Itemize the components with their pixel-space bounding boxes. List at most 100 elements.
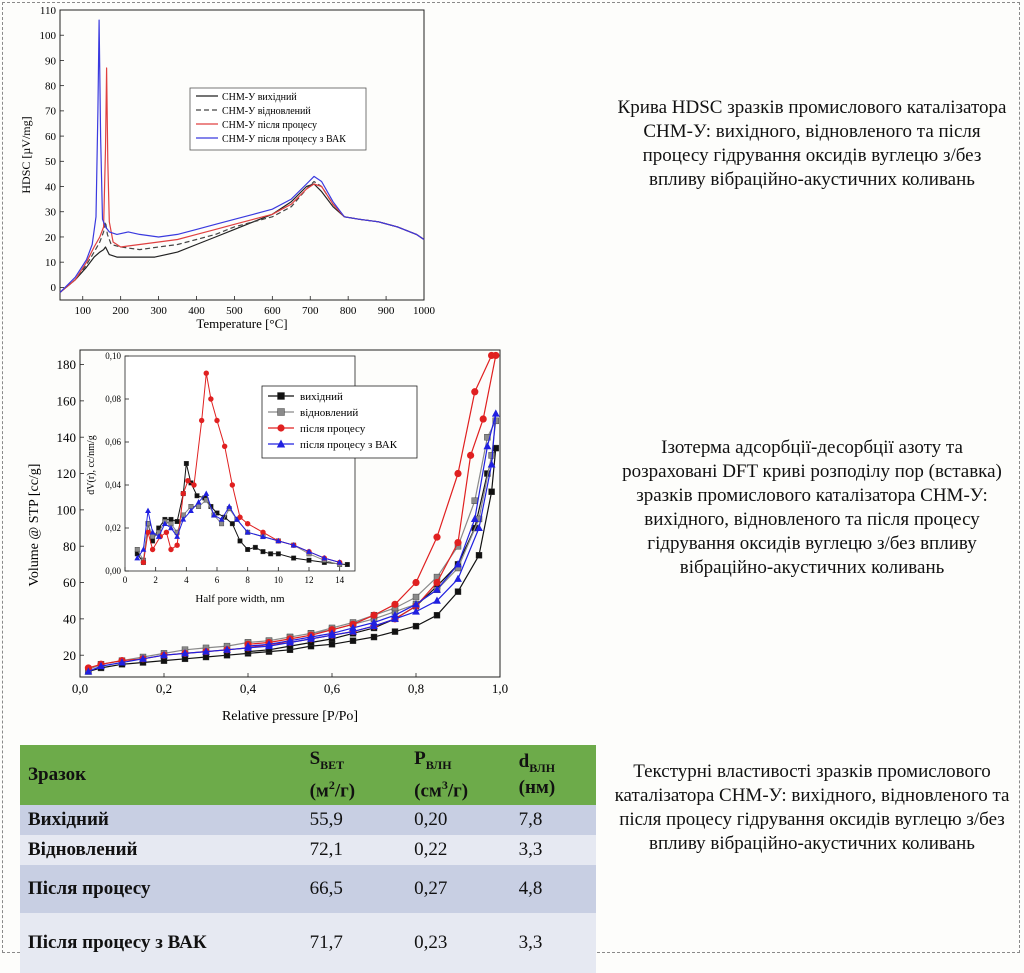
row-p-vln: 0,23 (406, 913, 511, 973)
data-point (412, 578, 420, 587)
row-s-bet: 71,7 (301, 913, 407, 973)
y-tick-label: 0,04 (105, 480, 121, 490)
data-point (488, 351, 496, 360)
row-p-vln: 0,22 (406, 835, 511, 866)
table-row: Після процесу з ВАК 71,7 0,23 3,3 (20, 913, 596, 973)
data-point (237, 514, 243, 520)
row-s-bet: 66,5 (301, 865, 407, 914)
data-point (484, 433, 491, 441)
data-point (203, 370, 209, 376)
inset-y-axis-label: dV(r), cc/nm/g (86, 435, 97, 494)
header-s-bet: SBET (м2/г) (301, 745, 407, 806)
data-point (252, 544, 258, 550)
x-tick-label: 800 (340, 305, 357, 317)
x-tick-label: 300 (150, 305, 167, 317)
row-sample-name: Відновлений (20, 835, 302, 866)
row-sample-name: Після процесу з ВАК (20, 913, 302, 973)
data-point (211, 511, 217, 518)
data-point (487, 460, 496, 468)
data-point (84, 667, 93, 675)
header-sample: Зразок (20, 745, 302, 806)
y-tick-label: 0,10 (105, 351, 121, 361)
data-point (185, 478, 191, 484)
data-point (370, 633, 378, 641)
y-tick-label: 20 (63, 648, 76, 663)
data-point (454, 538, 462, 547)
data-point (260, 549, 266, 555)
data-point (181, 649, 189, 657)
data-point (161, 520, 168, 526)
legend-marker (276, 439, 286, 448)
x-tick-label: 12 (305, 575, 314, 585)
data-point (370, 618, 378, 626)
data-point (219, 521, 225, 527)
data-point (306, 548, 312, 554)
data-point (202, 647, 210, 655)
x-tick-label: 14 (335, 575, 345, 585)
data-point (290, 542, 297, 548)
row-sample-name: Після процесу (20, 865, 302, 914)
data-point (275, 551, 281, 557)
data-point (140, 559, 147, 566)
y-tick-label: 40 (63, 611, 76, 626)
data-point (268, 551, 274, 557)
table-caption: Текстурні властивості зразків промислово… (614, 761, 1010, 854)
hdsc-legend: СНМ-У вихідний СНМ-У відновлений СНМ-У піс… (189, 87, 367, 151)
series-line-3 (59, 19, 425, 293)
data-point (134, 547, 140, 552)
data-point (155, 533, 162, 539)
isotherm-x-axis-label: Relative pressure [P/Po] (222, 709, 358, 724)
row-d-vln: 4,8 (510, 865, 596, 914)
data-point (349, 637, 357, 644)
data-point (454, 560, 462, 568)
header-d-vln: dВЛН (нм) (510, 745, 596, 806)
x-tick-label: 500 (226, 305, 243, 317)
data-point (214, 417, 220, 424)
texture-properties-table: Зразок SBET (м2/г) PВЛН (см3/г) dВЛН (нм… (20, 745, 596, 973)
data-point (412, 607, 420, 615)
data-point (196, 504, 202, 509)
isotherm-y-axis-label: Volume @ STP [cc/g] (27, 464, 42, 587)
data-point (433, 585, 441, 593)
data-point (174, 519, 180, 525)
data-point (194, 493, 200, 499)
isotherm-caption: Ізотерма адсорбції-десорбції азоту та ро… (622, 437, 1002, 578)
x-tick-label: 10 (274, 575, 284, 585)
series-line-1 (59, 180, 425, 293)
series-line-0 (59, 183, 425, 293)
data-point (349, 623, 357, 631)
data-point (467, 451, 475, 459)
legend-label: СНМ-У після процесу (222, 120, 317, 131)
data-point (160, 651, 168, 659)
y-tick-label: 80 (63, 539, 76, 554)
y-tick-label: 0,08 (105, 394, 121, 404)
data-point (488, 488, 495, 495)
data-point (265, 640, 273, 648)
x-tick-label: 0,4 (240, 681, 257, 696)
x-tick-label: 8 (245, 575, 250, 585)
data-point (139, 654, 147, 662)
x-tick-label: 1000 (413, 305, 436, 317)
table-row: Після процесу 66,5 0,27 4,8 (20, 865, 596, 914)
table-row: Вихідний 55,9 0,20 7,8 (20, 805, 596, 836)
data-point (433, 578, 441, 587)
data-point (307, 632, 315, 641)
data-point (391, 614, 399, 622)
x-tick-label: 0,8 (408, 681, 424, 696)
x-tick-label: 1,0 (492, 681, 508, 696)
row-d-vln: 3,3 (510, 913, 596, 973)
y-tick-label: 10 (45, 257, 57, 269)
data-point (412, 593, 420, 601)
y-tick-label: 110 (40, 5, 57, 17)
table-header-row: Зразок SBET (м2/г) PВЛН (см3/г) dВЛН (нм… (20, 745, 596, 806)
y-tick-label: 100 (57, 502, 77, 517)
data-point (291, 555, 297, 561)
legend-label: СНМ-У після процесу з ВАК (222, 134, 346, 145)
y-tick-label: 50 (45, 156, 57, 168)
data-point (454, 574, 462, 582)
y-tick-label: 20 (45, 232, 57, 244)
data-point (226, 503, 233, 509)
data-point (229, 482, 236, 488)
y-tick-label: 90 (45, 55, 57, 67)
data-point (203, 490, 210, 496)
